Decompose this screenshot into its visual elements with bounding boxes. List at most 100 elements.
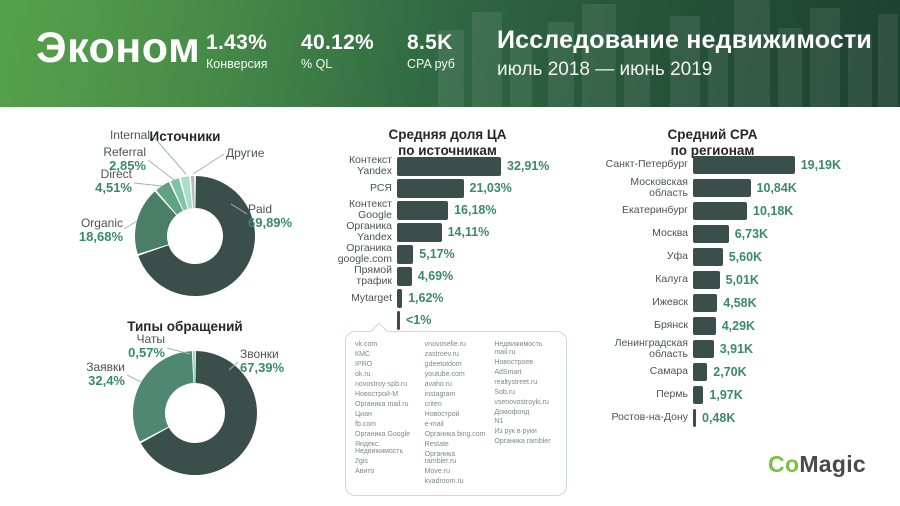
donut-segment-звонки [140, 351, 257, 476]
bar-row: Mytarget 1,62% [335, 287, 580, 309]
small-source-item: novostroy-spb.ru [355, 380, 408, 388]
donut-label-others: Другие [226, 146, 265, 160]
small-source-item: Органика rambler [494, 438, 551, 446]
bar-row: Ростов-на-Дону 0,48K [600, 406, 900, 429]
bar-value-label: 1,97K [709, 387, 743, 402]
city-skyline-pattern [438, 0, 898, 107]
bar-row: Контекст Yandex 32,91% [335, 155, 580, 177]
bar [397, 200, 449, 220]
small-source-item: Из рук в руки [494, 428, 537, 436]
panel-title-line2: по источникам [398, 143, 497, 158]
bar-value-label: 21,03% [469, 181, 512, 195]
donut-segment-internal [180, 176, 193, 209]
audience-share-bars: Контекст Yandex 32,91% РСЯ 21,03% Контекст G… [335, 155, 580, 331]
request-types-donut-panel: Типы обращений Чаты 0,57% Звонки 67,39% За… [40, 318, 330, 498]
small-source-item: Органика bing.com [424, 430, 486, 438]
small-source-item: Домофонд [494, 408, 530, 416]
bar-category-label: Ростов-на-Дону [611, 411, 689, 423]
small-source-item: youtube.com [424, 370, 465, 378]
small-source-item: Недвижимость mail.ru [494, 341, 543, 356]
bar-value-label: 10,18K [753, 203, 794, 218]
label-leader-line [230, 203, 248, 215]
small-sources-callout: vk.com КМС IPRO ok.ru novostroy-spb.ru Новост… [345, 322, 567, 497]
donut-segment-чаты [193, 351, 195, 384]
logo-part-magic: Magic [799, 451, 866, 477]
bar-row: Санкт-Петербург 19,19K [600, 153, 900, 176]
bar [397, 288, 403, 308]
bar [693, 155, 795, 174]
bar-value-label: 5,17% [419, 247, 455, 261]
small-source-item: vk.com [355, 341, 378, 348]
bar-category-label: Брянск [654, 319, 688, 331]
bar-row: Органика Yandex 14,11% [335, 221, 580, 243]
stat-conversion: 1.43% Конверсия [206, 31, 268, 71]
bar-row: Брянск 4,29K [600, 314, 900, 337]
small-source-item: Restate [424, 440, 449, 448]
cpa-by-region-chart-panel: Средний CPA по регионам Санкт-Петербург 1… [600, 125, 900, 445]
bar [693, 247, 723, 266]
bar-category-label: Ленинградская область [614, 336, 688, 360]
bar-value-label: 4,29K [721, 318, 756, 333]
donut-label-leads: Заявки 32,4% [86, 360, 125, 388]
bar-category-label: Самара [649, 365, 688, 377]
stat-label: % QL [301, 57, 333, 71]
bar-row: <1% [335, 309, 580, 331]
report-title: Исследование недвижимости [497, 26, 872, 54]
bar-row: Ленинградская область 3,91K [600, 337, 900, 360]
small-source-item: КМС [355, 350, 370, 358]
bar-value-label: 5,01K [725, 272, 759, 287]
small-source-item: zastroev.ru [424, 350, 459, 358]
bar-category-label: Калуга [655, 273, 688, 285]
bar [397, 310, 400, 330]
bar-row: Пермь 1,97K [600, 383, 900, 406]
bar-value-label: 4,69% [417, 269, 454, 283]
donut-label-paid: Paid 69,89% [248, 202, 293, 230]
label-leader-line [126, 374, 142, 383]
stat-cpa: 8.5K CPA руб [407, 31, 469, 71]
bar-value-label: 4,58K [723, 295, 757, 310]
bar-row: Екатеринбург 10,18K [600, 199, 900, 222]
small-source-item: vsenovostroyki.ru [494, 398, 549, 406]
header: Эконом 1.43% Конверсия 40.12% % QL 8.5K … [0, 0, 900, 107]
small-source-item: AdSmart [494, 368, 522, 376]
donut-segment-referral [170, 178, 188, 211]
small-source-item: 2gis [355, 458, 368, 466]
small-source-item: Органика Google [355, 430, 411, 438]
bar-value-label: 10,84K [756, 180, 797, 195]
small-source-item: instagram [424, 390, 456, 398]
bar-category-label: Ижевск [652, 296, 688, 308]
bar [693, 270, 720, 289]
bar [693, 201, 747, 220]
stat-value: 1.43% [206, 31, 268, 54]
bar [693, 362, 708, 381]
small-source-item: realtystreet.ru [494, 378, 538, 386]
bar-row: РСЯ 21,03% [335, 177, 580, 199]
donut-segment-organic [135, 191, 177, 255]
bar-value-label: <1% [406, 313, 432, 327]
stat-value: 8.5K [407, 31, 453, 54]
bar-value-label: 19,19K [800, 157, 841, 172]
bar [693, 408, 696, 427]
bar-row: Москва 6,73K [600, 222, 900, 245]
bar-row: Прямой трафик 4,69% [335, 265, 580, 287]
panel-title-line1: Средний CPA [667, 127, 758, 142]
comagic-logo: CoMagic [768, 451, 866, 478]
bar-category-label: Контекст Yandex [348, 154, 392, 177]
report-period: июль 2018 — июнь 2019 [497, 59, 713, 80]
bar-row: Ижевск 4,58K [600, 291, 900, 314]
panel-title-line2: по регионам [670, 143, 755, 158]
segment-title: Эконом [36, 24, 201, 72]
bar-value-label: 2,70K [713, 364, 747, 379]
bar-category-label: Прямой трафик [354, 264, 392, 287]
stat-label: Конверсия [206, 57, 268, 71]
bar-category-label: Санкт-Петербург [605, 158, 688, 170]
bar-category-label: Московская область [630, 175, 688, 199]
small-source-item: avaho.ru [424, 380, 452, 388]
bar [693, 385, 704, 404]
small-source-item: Новострой-М [355, 390, 399, 398]
bar-value-label: 1,62% [408, 291, 444, 305]
panel-title: Источники [149, 129, 221, 144]
logo-part-co: Co [768, 451, 800, 477]
small-source-item: kvadroom.ru [424, 478, 464, 486]
